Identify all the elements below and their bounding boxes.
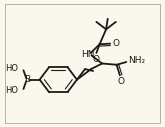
Text: HO: HO: [5, 64, 18, 73]
Text: B: B: [24, 75, 31, 84]
Text: NH₂: NH₂: [128, 56, 145, 65]
Text: O: O: [117, 77, 124, 86]
Text: HO: HO: [5, 86, 18, 95]
Text: HN: HN: [82, 50, 95, 59]
Text: O: O: [92, 55, 99, 64]
Text: O: O: [112, 39, 119, 48]
